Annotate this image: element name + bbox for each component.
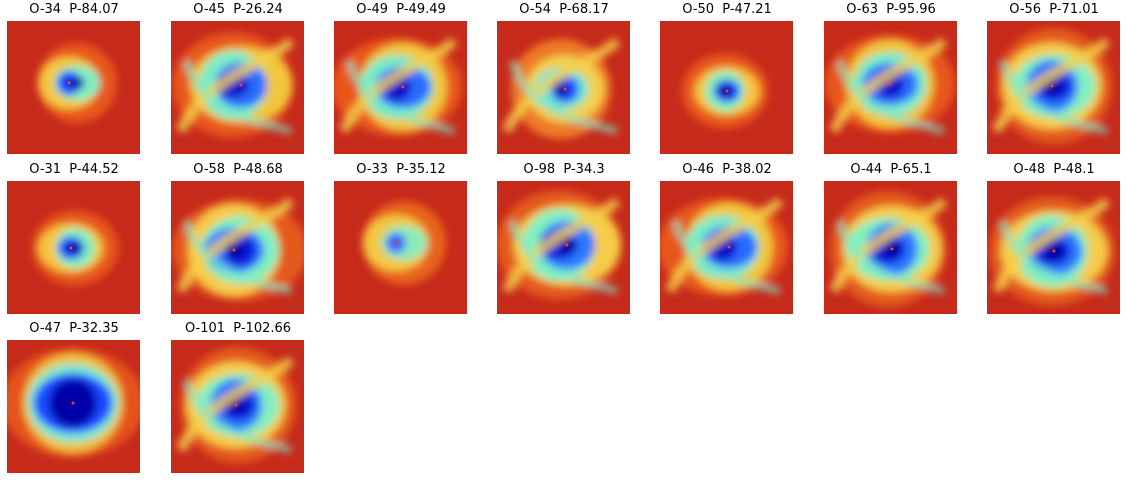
- storm-image: [824, 21, 957, 154]
- image-panel: O-101 P-102.66: [171, 319, 305, 474]
- panel-title: O-49 P-49.49: [356, 2, 446, 17]
- panel-title: O-54 P-68.17: [519, 2, 609, 17]
- panel-title: O-34 P-84.07: [29, 2, 119, 17]
- image-panel: O-45 P-26.24: [171, 0, 305, 155]
- satellite-image: [660, 21, 793, 154]
- satellite-image: [660, 181, 793, 314]
- panel-title: O-50 P-47.21: [682, 2, 772, 17]
- satellite-image: [171, 340, 304, 473]
- image-panel: O-54 P-68.17: [497, 0, 631, 155]
- storm-image: [660, 21, 793, 154]
- satellite-image: [7, 21, 140, 154]
- storm-image: [334, 181, 467, 314]
- panel-title: O-63 P-95.96: [846, 2, 936, 17]
- satellite-image: [7, 181, 140, 314]
- image-panel: O-46 P-38.02: [660, 160, 794, 315]
- satellite-image: [497, 181, 630, 314]
- image-panel: O-63 P-95.96: [824, 0, 958, 155]
- satellite-image: [824, 181, 957, 314]
- panel-title: O-45 P-26.24: [193, 2, 283, 17]
- satellite-image: [987, 21, 1120, 154]
- storm-image: [987, 181, 1120, 314]
- storm-image: [171, 181, 304, 314]
- image-panel: O-31 P-44.52: [7, 160, 141, 315]
- image-panel: O-98 P-34.3: [497, 160, 631, 315]
- storm-image: [987, 21, 1120, 154]
- image-panel: O-44 P-65.1: [824, 160, 958, 315]
- satellite-image: [171, 181, 304, 314]
- panel-title: O-44 P-65.1: [850, 162, 932, 177]
- panel-title: O-101 P-102.66: [184, 321, 292, 336]
- image-panel: O-49 P-49.49: [334, 0, 468, 155]
- satellite-image: [497, 21, 630, 154]
- image-panel: O-48 P-48.1: [987, 160, 1121, 315]
- storm-image: [334, 21, 467, 154]
- storm-image: [7, 181, 140, 314]
- satellite-image: [987, 181, 1120, 314]
- image-panel: O-33 P-35.12: [334, 160, 468, 315]
- satellite-image: [334, 21, 467, 154]
- storm-image: [497, 181, 630, 314]
- image-panel: O-47 P-32.35: [7, 319, 141, 474]
- satellite-image: [171, 21, 304, 154]
- panel-title: O-47 P-32.35: [29, 321, 119, 336]
- panel-title: O-48 P-48.1: [1013, 162, 1095, 177]
- image-panel: O-58 P-48.68: [171, 160, 305, 315]
- storm-image: [660, 181, 793, 314]
- image-panel: O-34 P-84.07: [7, 0, 141, 155]
- storm-image: [171, 21, 304, 154]
- satellite-image: [334, 181, 467, 314]
- satellite-image: [7, 340, 140, 473]
- storm-image: [7, 340, 140, 473]
- storm-image: [7, 21, 140, 154]
- panel-title: O-33 P-35.12: [356, 162, 446, 177]
- image-panel: O-56 P-71.01: [987, 0, 1121, 155]
- panel-title: O-31 P-44.52: [29, 162, 119, 177]
- panel-title: O-56 P-71.01: [1009, 2, 1099, 17]
- storm-image: [824, 181, 957, 314]
- satellite-image: [824, 21, 957, 154]
- storm-image: [497, 21, 630, 154]
- panel-title: O-58 P-48.68: [193, 162, 283, 177]
- panel-title: O-46 P-38.02: [682, 162, 772, 177]
- panel-title: O-98 P-34.3: [523, 162, 605, 177]
- storm-image: [171, 340, 304, 473]
- image-panel: O-50 P-47.21: [660, 0, 794, 155]
